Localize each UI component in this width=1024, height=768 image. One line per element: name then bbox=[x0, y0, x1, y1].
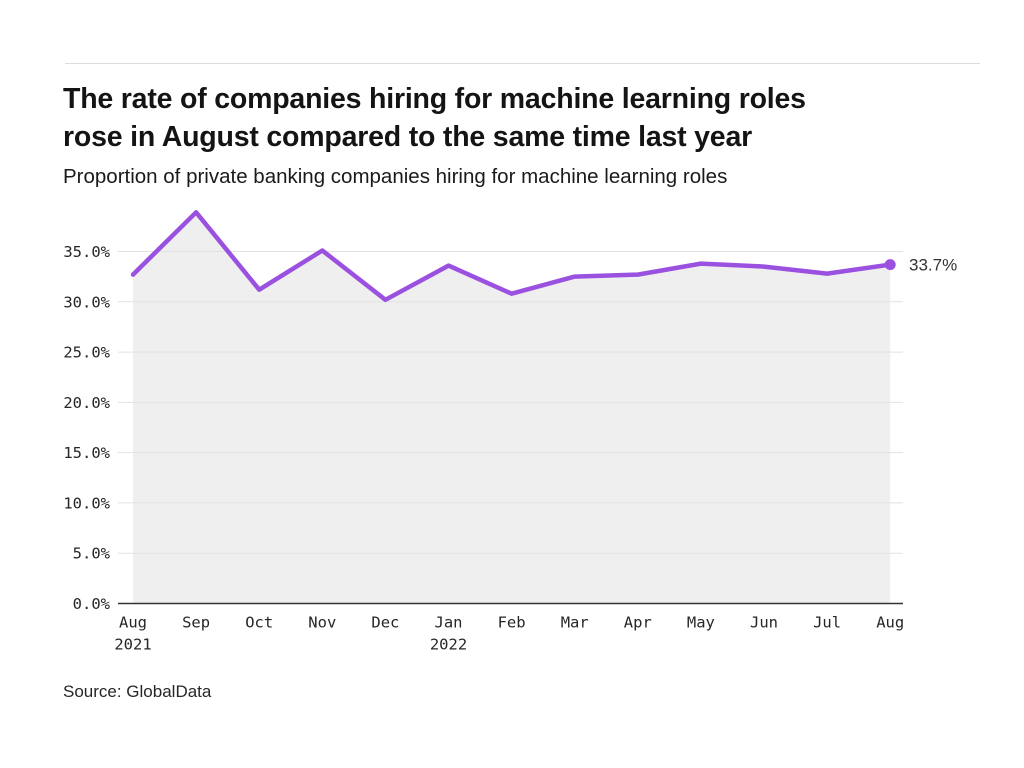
y-tick-label: 0.0% bbox=[73, 595, 111, 613]
y-tick-label: 5.0% bbox=[73, 545, 111, 563]
page-title-line-2: rose in August compared to the same time… bbox=[63, 121, 752, 153]
x-tick-label: Jan bbox=[435, 614, 463, 632]
x-tick-label: Feb bbox=[498, 614, 526, 632]
x-tick-year-label: 2021 bbox=[114, 636, 151, 654]
y-tick-label: 10.0% bbox=[63, 494, 110, 512]
x-tick-label: Jul bbox=[813, 614, 841, 632]
page-title-line-1: The rate of companies hiring for machine… bbox=[63, 83, 806, 115]
page-title: The rate of companies hiring for machine… bbox=[63, 80, 806, 156]
area-fill bbox=[133, 212, 891, 604]
x-tick-year-label: 2022 bbox=[430, 636, 467, 654]
end-point-marker bbox=[884, 259, 896, 271]
x-tick-label: Jun bbox=[750, 614, 778, 632]
y-tick-label: 20.0% bbox=[63, 394, 110, 412]
chart-subtitle: Proportion of private banking companies … bbox=[63, 165, 728, 188]
source-attribution: Source: GlobalData bbox=[63, 682, 212, 701]
y-tick-label: 25.0% bbox=[63, 344, 110, 362]
x-tick-label: Dec bbox=[371, 614, 399, 632]
data-line bbox=[130, 210, 893, 303]
chart-svg: 0.0% 5.0% 10.0% 15.0% 20.0% 25.0% 30.0% 35.0% Au… bbox=[63, 210, 957, 654]
header-divider bbox=[65, 63, 980, 64]
x-tick-label: Aug bbox=[119, 614, 147, 632]
chart-area: 0.0% 5.0% 10.0% 15.0% 20.0% 25.0% 30.0% 35.0% Au… bbox=[0, 195, 1024, 665]
x-tick-label: Sep bbox=[182, 614, 210, 632]
y-tick-label: 15.0% bbox=[63, 444, 110, 462]
x-tick-label: May bbox=[687, 614, 715, 632]
x-tick-label: Aug bbox=[876, 614, 904, 632]
end-point-label: 33.7% bbox=[909, 256, 957, 275]
y-tick-label: 35.0% bbox=[63, 243, 110, 261]
x-tick-label: Apr bbox=[624, 614, 652, 632]
x-tick-label: Mar bbox=[561, 614, 589, 632]
x-tick-label: Oct bbox=[245, 614, 273, 632]
x-tick-label: Nov bbox=[308, 614, 336, 632]
y-tick-label: 30.0% bbox=[63, 293, 110, 311]
